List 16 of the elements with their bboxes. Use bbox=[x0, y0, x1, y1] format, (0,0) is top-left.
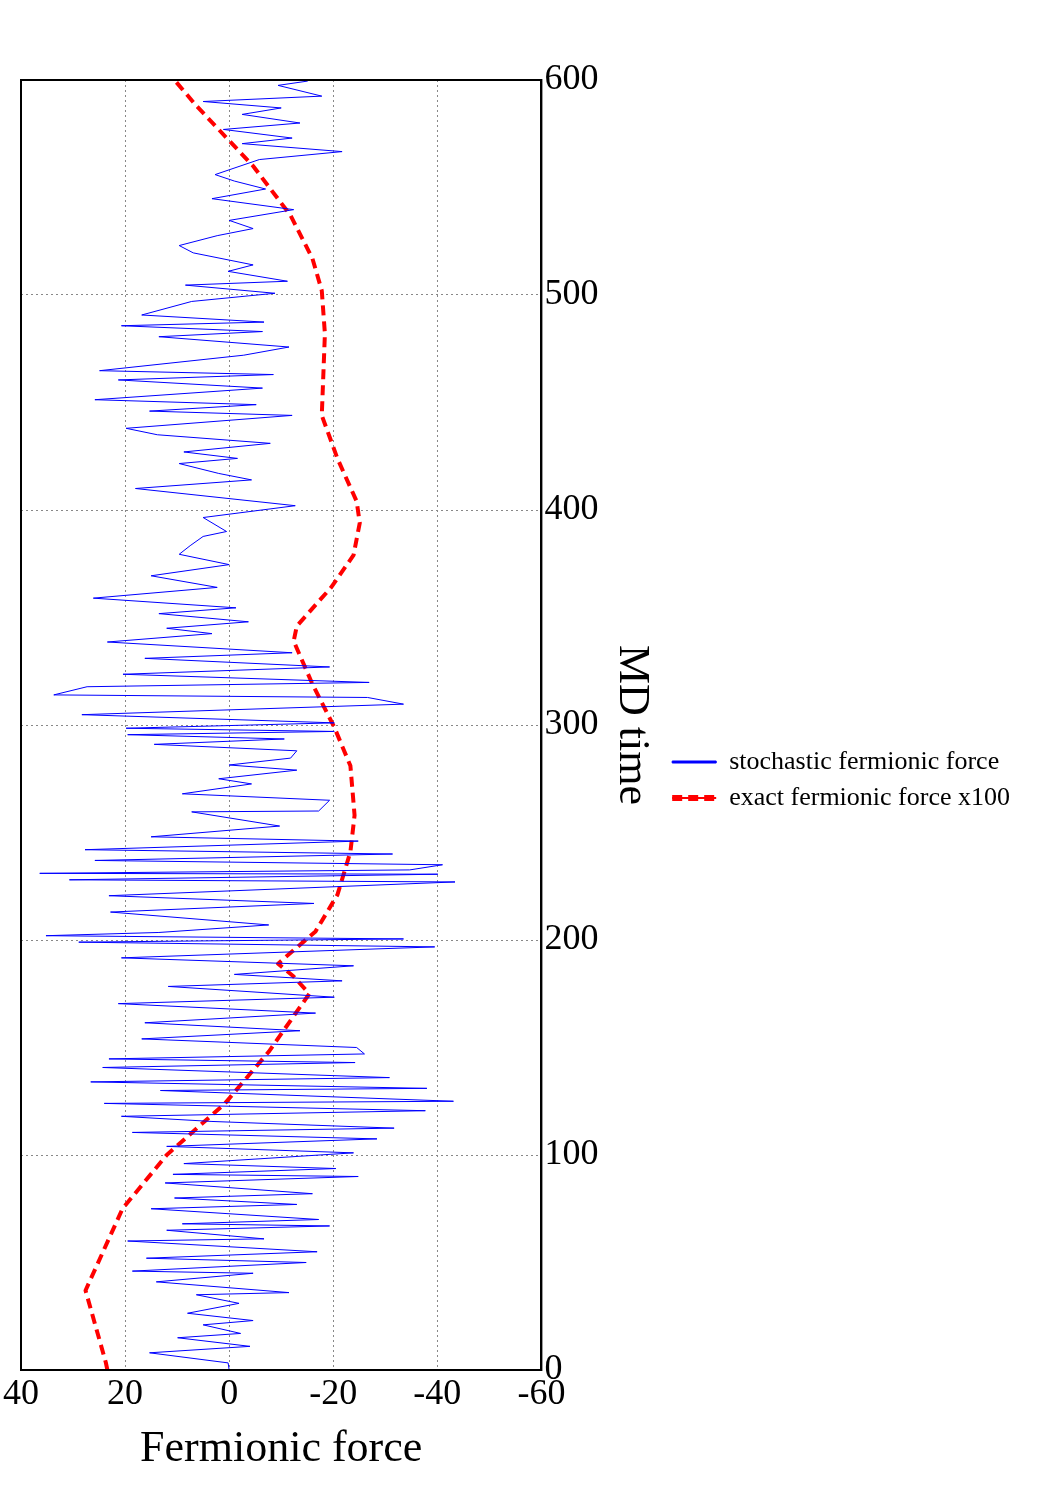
y-axis-title: MD time bbox=[610, 644, 660, 806]
x-tick-label: 0 bbox=[220, 1372, 239, 1413]
y-tick-label: 100 bbox=[544, 1132, 599, 1173]
x-tick-label: -20 bbox=[309, 1372, 358, 1413]
legend-label: stochastic fermionic force bbox=[729, 745, 1000, 775]
line-series bbox=[83, 80, 362, 1370]
y-tick-label: 200 bbox=[544, 917, 599, 958]
legend-label: exact fermionic force x100 bbox=[729, 781, 1010, 811]
x-axis-title: Fermionic force bbox=[140, 1422, 423, 1472]
x-tick-label: -40 bbox=[413, 1372, 462, 1413]
y-tick-label: 400 bbox=[544, 487, 599, 528]
y-tick-label: 500 bbox=[544, 272, 599, 313]
y-tick-label: 600 bbox=[544, 57, 599, 98]
x-tick-label: 20 bbox=[107, 1372, 144, 1413]
y-tick-label: 300 bbox=[544, 702, 599, 743]
x-tick-label: 40 bbox=[3, 1372, 39, 1413]
